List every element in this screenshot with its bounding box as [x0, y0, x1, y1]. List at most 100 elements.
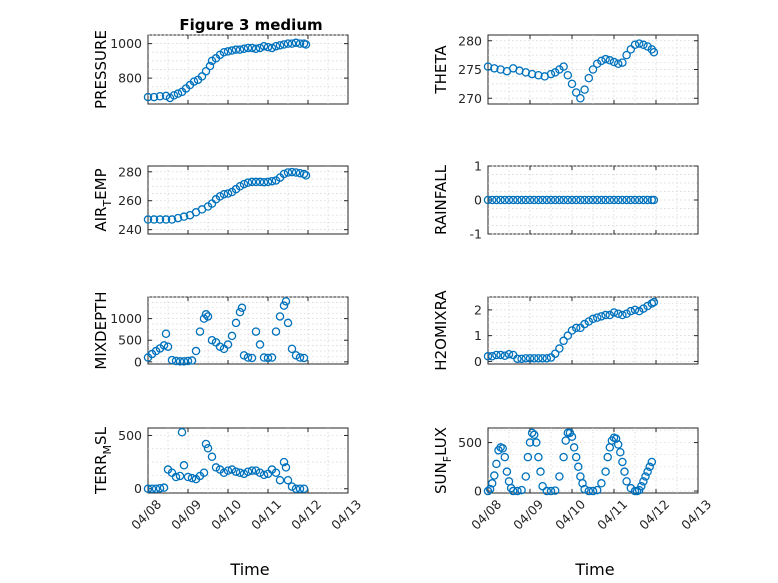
- panel-h2omixra-point-31: [613, 309, 623, 318]
- panel-air_temp-point-21: [247, 177, 257, 187]
- panel-pressure-point-22: [235, 45, 245, 54]
- panel-theta-point-16: [571, 88, 581, 97]
- panel-rainfall-point-38: [643, 195, 652, 205]
- panel-rainfall-point-11: [529, 195, 539, 205]
- panel-rainfall-point-27: [597, 195, 606, 205]
- panel-rainfall-point-8: [517, 195, 526, 205]
- panel-h2omixra-ylabel: H2OMIXRA: [432, 290, 450, 371]
- panel-sun_flux-point-1: [485, 484, 495, 494]
- panel-rainfall-point-20: [567, 195, 577, 205]
- panel-sun_flux-point-61: [643, 467, 652, 476]
- panel-rainfall-point-0: [483, 195, 493, 205]
- panel-theta-point-20: [588, 65, 598, 74]
- panel-rainfall-ytick-label-0: -1: [470, 227, 482, 242]
- panel-mixdepth-point-36: [275, 312, 285, 321]
- panel-h2omixra-point-2: [492, 350, 501, 360]
- panel-rainfall-point-30: [609, 195, 619, 205]
- panel-sun_flux-point-43: [601, 467, 610, 476]
- panel-air_temp-point-2: [155, 215, 165, 224]
- panel-sun_flux-ytick-label-0: 0: [474, 484, 482, 499]
- panel-rainfall-point-9: [521, 195, 531, 205]
- panel-sun_flux-point-41: [592, 485, 602, 495]
- panel-mixdepth-ylabel-main: MIXDEPTH: [92, 291, 110, 369]
- panel-rainfall-point-17: [555, 195, 564, 205]
- panel-rainfall-ytick-label-2: 1: [474, 159, 482, 174]
- panel-sun_flux-ylabel: SUNFLUX: [432, 427, 454, 494]
- panel-h2omixra-ylabel-main: H2OMIXRA: [432, 290, 450, 371]
- panel-sun_flux-point-9: [502, 467, 512, 476]
- panel-h2omixra-point-5: [504, 349, 514, 359]
- panel-terr_msl-point-17: [203, 443, 213, 453]
- panel-sun_flux-point-44: [603, 452, 612, 462]
- panel-terr_msl-point-10: [179, 461, 189, 470]
- panel-air_temp-axes-box: [147, 165, 349, 235]
- panel-mixdepth-point-5: [161, 329, 171, 338]
- panel-terr_msl-point-41: [295, 484, 305, 493]
- panel-theta-point-21: [592, 59, 602, 69]
- panel-pressure-ytick-label-1: 1000: [110, 36, 142, 51]
- panel-terr_msl-point-21: [219, 468, 229, 478]
- panel-pressure-point-19: [223, 47, 233, 56]
- panel-rainfall-point-15: [546, 195, 556, 205]
- panel-terr_msl-point-4: [159, 483, 169, 492]
- panel-terr_msl-ytick-label-0: 0: [134, 481, 142, 496]
- panel-air_temp-ytick-label-0: 240: [118, 222, 142, 237]
- panel-h2omixra-point-3: [496, 350, 505, 360]
- panel-theta-point-25: [609, 57, 619, 67]
- panel-theta-point-27: [618, 58, 627, 67]
- panel-rainfall-point-34: [626, 195, 636, 205]
- panel-terr_msl-point-12: [187, 473, 197, 483]
- panel-sun_flux-point-28: [559, 452, 568, 462]
- panel-mixdepth-point-11: [183, 356, 193, 366]
- panel-sun_flux-point-19: [529, 430, 539, 440]
- panel-rainfall-point-22: [576, 195, 585, 205]
- panel-h2omixra-point-35: [630, 305, 640, 315]
- panel-rainfall-point-40: [649, 195, 659, 205]
- panel-terr_msl-point-25: [235, 468, 245, 478]
- panel-sun_flux-point-42: [597, 479, 606, 488]
- panel-pressure-point-31: [271, 41, 281, 51]
- panel-mixdepth-point-10: [179, 357, 189, 366]
- panel-rainfall-point-24: [584, 195, 594, 205]
- panel-h2omixra-point-4: [500, 351, 510, 361]
- panel-sun_flux-point-16: [523, 452, 533, 462]
- panel-terr_msl-point-18: [207, 452, 217, 462]
- panel-theta-point-22: [597, 56, 606, 66]
- panel-sun_flux-point-60: [641, 472, 650, 481]
- panel-rainfall-point-12: [534, 195, 543, 205]
- panel-pressure-point-26: [251, 44, 261, 54]
- panel-rainfall-point-35: [630, 195, 640, 205]
- panel-h2omixra-point-20: [567, 326, 577, 335]
- panel-terr_msl-ytick-label-1: 500: [118, 428, 142, 443]
- panel-theta-point-33: [643, 42, 652, 51]
- panel-h2omixra-point-14: [542, 354, 552, 363]
- panel-rainfall-point-21: [571, 195, 581, 205]
- panel-mixdepth-point-22: [223, 340, 233, 349]
- panel-sun_flux-point-20: [532, 438, 541, 447]
- panel-rainfall-point-1: [487, 195, 497, 205]
- panel-theta-point-19: [584, 73, 594, 83]
- panel-h2omixra-point-25: [588, 314, 598, 324]
- panel-terr_msl-point-34: [271, 468, 281, 478]
- panel-air_temp-point-20: [243, 178, 253, 187]
- panel-pressure-point-23: [239, 44, 249, 54]
- panel-mixdepth-point-40: [287, 344, 297, 354]
- panel-h2omixra-point-11: [529, 354, 539, 363]
- panel-pressure-point-32: [275, 41, 285, 50]
- panel-theta-point-15: [567, 79, 577, 89]
- panel-sun_flux-ytick-label-1: 500: [458, 435, 482, 450]
- panel-sun_flux-point-8: [500, 452, 510, 462]
- panel-mixdepth-ytick-label-1: 500: [118, 333, 142, 348]
- panel-h2omixra-point-18: [559, 336, 568, 346]
- panel-h2omixra: 0 1 2 H2OMIXRA: [432, 290, 699, 371]
- panel-mixdepth-point-35: [271, 327, 281, 336]
- panel-h2omixra-point-40: [649, 297, 659, 307]
- panel-air_temp-ylabel-tail: EMP: [92, 168, 110, 199]
- panel-mixdepth-ylabel: MIXDEPTH: [92, 291, 110, 369]
- panel-theta-point-11: [550, 68, 560, 77]
- panel-h2omixra-point-16: [550, 349, 560, 358]
- panel-mixdepth-point-26: [237, 303, 247, 313]
- panel-pressure-point-6: [173, 89, 183, 98]
- panel-theta-point-18: [580, 85, 589, 94]
- panel-pressure-point-14: [205, 61, 215, 71]
